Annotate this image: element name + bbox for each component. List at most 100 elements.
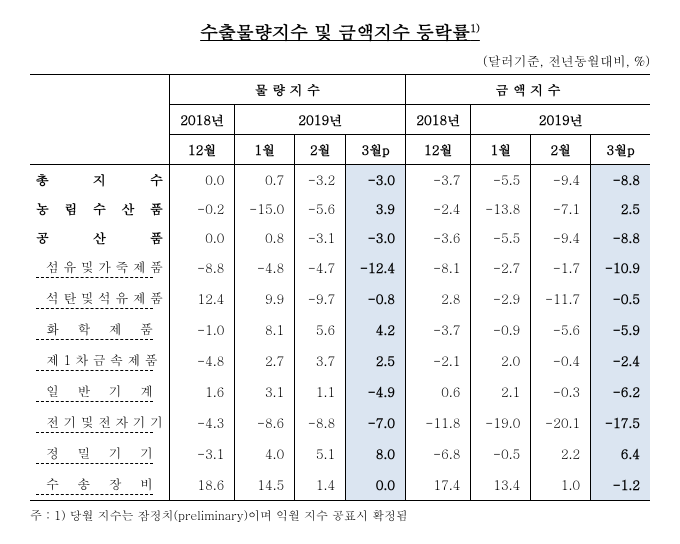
- cell-value: -4.9: [346, 376, 406, 407]
- cell-value: -10.9: [591, 252, 650, 283]
- col-group-volume: 물 량 지 수: [169, 75, 405, 105]
- cell-value: 6.4: [591, 438, 650, 469]
- col-m1-b: 1월: [471, 135, 531, 165]
- cell-value: -0.3: [531, 376, 591, 407]
- table-row: 수 송 장 비18.614.51.40.017.413.41.0-1.2: [30, 469, 650, 501]
- table-row: 석 탄 및 석 유 제 품12.49.9-9.7-0.82.8-2.9-11.7…: [30, 283, 650, 314]
- cell-value: -9.4: [531, 165, 591, 195]
- table-row: 정 밀 기 기-3.14.05.18.0-6.8-0.52.26.4: [30, 438, 650, 469]
- col-2018-b: 2018년: [406, 105, 471, 135]
- cell-value: 2.5: [346, 345, 406, 376]
- cell-value: -4.3: [169, 407, 234, 438]
- cell-value: -6.8: [406, 438, 471, 469]
- cell-value: -1.0: [169, 314, 234, 345]
- cell-value: 1.0: [531, 469, 591, 501]
- cell-value: 0.0: [346, 469, 406, 501]
- cell-value: 1.4: [295, 469, 346, 501]
- subtitle: (달러기준, 전년동월대비, %): [30, 51, 650, 70]
- col-group-value: 금 액 지 수: [406, 75, 650, 105]
- cell-value: -0.8: [346, 283, 406, 314]
- cell-value: -4.8: [235, 252, 295, 283]
- cell-value: -17.5: [591, 407, 650, 438]
- cell-value: 8.0: [346, 438, 406, 469]
- title-sup: 1): [470, 21, 480, 35]
- cell-value: -13.8: [471, 194, 531, 223]
- cell-value: -8.8: [591, 223, 650, 252]
- cell-value: -5.6: [531, 314, 591, 345]
- col-2019-b: 2019년: [471, 105, 650, 135]
- cell-value: -8.8: [295, 407, 346, 438]
- cell-value: 0.8: [235, 223, 295, 252]
- cell-value: -3.1: [169, 438, 234, 469]
- cell-value: 14.5: [235, 469, 295, 501]
- cell-value: 2.5: [591, 194, 650, 223]
- cell-value: -9.4: [531, 223, 591, 252]
- cell-value: 1.1: [295, 376, 346, 407]
- cell-value: 2.0: [471, 345, 531, 376]
- cell-value: 2.2: [531, 438, 591, 469]
- cell-value: -3.1: [295, 223, 346, 252]
- cell-value: 2.8: [406, 283, 471, 314]
- cell-value: 0.7: [235, 165, 295, 195]
- cell-value: -7.0: [346, 407, 406, 438]
- cell-value: 4.2: [346, 314, 406, 345]
- col-m3p-b: 3월p: [591, 135, 650, 165]
- table-row: 섬 유 및 가 죽 제 품-8.8-4.8-4.7-12.4-8.1-2.7-1…: [30, 252, 650, 283]
- cell-value: -3.0: [346, 165, 406, 195]
- table-row: 제 1 차 금 속 제 품-4.82.73.72.5-2.12.0-0.4-2.…: [30, 345, 650, 376]
- table-row: 공 산 품0.00.8-3.1-3.0-3.6-5.5-9.4-8.8: [30, 223, 650, 252]
- cell-value: -2.9: [471, 283, 531, 314]
- cell-value: -11.8: [406, 407, 471, 438]
- cell-value: -1.7: [531, 252, 591, 283]
- cell-value: -3.0: [346, 223, 406, 252]
- cell-value: -1.2: [591, 469, 650, 501]
- page-title: 수출물량지수 및 금액지수 등락률1): [30, 20, 650, 45]
- cell-value: -5.5: [471, 223, 531, 252]
- cell-value: -12.4: [346, 252, 406, 283]
- cell-value: -2.4: [591, 345, 650, 376]
- cell-value: -2.4: [406, 194, 471, 223]
- table-row: 전 기 및 전 자 기 기-4.3-8.6-8.8-7.0-11.8-19.0-…: [30, 407, 650, 438]
- row-label: 석 탄 및 석 유 제 품: [30, 283, 169, 314]
- cell-value: -8.6: [235, 407, 295, 438]
- cell-value: -8.8: [169, 252, 234, 283]
- row-label: 화 학 제 품: [30, 314, 169, 345]
- cell-value: -5.9: [591, 314, 650, 345]
- col-m1-a: 1월: [235, 135, 295, 165]
- cell-value: -4.8: [169, 345, 234, 376]
- cell-value: 5.6: [295, 314, 346, 345]
- cell-value: 3.9: [346, 194, 406, 223]
- cell-value: 0.0: [169, 223, 234, 252]
- row-label: 농 림 수 산 품: [30, 194, 169, 223]
- title-text: 수출물량지수 및 금액지수 등락률: [200, 20, 470, 45]
- table-row: 일 반 기 계1.63.11.1-4.90.62.1-0.3-6.2: [30, 376, 650, 407]
- footnote: 주 : 1) 당월 지수는 잠정치(preliminary)이며 익월 지수 공…: [30, 507, 650, 524]
- cell-value: 17.4: [406, 469, 471, 501]
- col-m2-b: 2월: [531, 135, 591, 165]
- col-m2-a: 2월: [295, 135, 346, 165]
- cell-value: 4.0: [235, 438, 295, 469]
- cell-value: 2.7: [235, 345, 295, 376]
- row-label: 제 1 차 금 속 제 품: [30, 345, 169, 376]
- row-label: 정 밀 기 기: [30, 438, 169, 469]
- cell-value: -0.5: [591, 283, 650, 314]
- cell-value: 0.6: [406, 376, 471, 407]
- cell-value: 8.1: [235, 314, 295, 345]
- cell-value: -3.7: [406, 165, 471, 195]
- cell-value: -5.6: [295, 194, 346, 223]
- cell-value: 18.6: [169, 469, 234, 501]
- cell-value: -19.0: [471, 407, 531, 438]
- cell-value: 13.4: [471, 469, 531, 501]
- cell-value: -15.0: [235, 194, 295, 223]
- cell-value: -0.2: [169, 194, 234, 223]
- cell-value: -3.6: [406, 223, 471, 252]
- cell-value: -3.7: [406, 314, 471, 345]
- col-m12-b: 12월: [406, 135, 471, 165]
- row-label: 총 지 수: [30, 165, 169, 195]
- table-row: 농 림 수 산 품-0.2-15.0-5.63.9-2.4-13.8-7.12.…: [30, 194, 650, 223]
- cell-value: -5.5: [471, 165, 531, 195]
- table-row: 총 지 수0.00.7-3.2-3.0-3.7-5.5-9.4-8.8: [30, 165, 650, 195]
- cell-value: -20.1: [531, 407, 591, 438]
- cell-value: -2.1: [406, 345, 471, 376]
- col-2019-a: 2019년: [235, 105, 406, 135]
